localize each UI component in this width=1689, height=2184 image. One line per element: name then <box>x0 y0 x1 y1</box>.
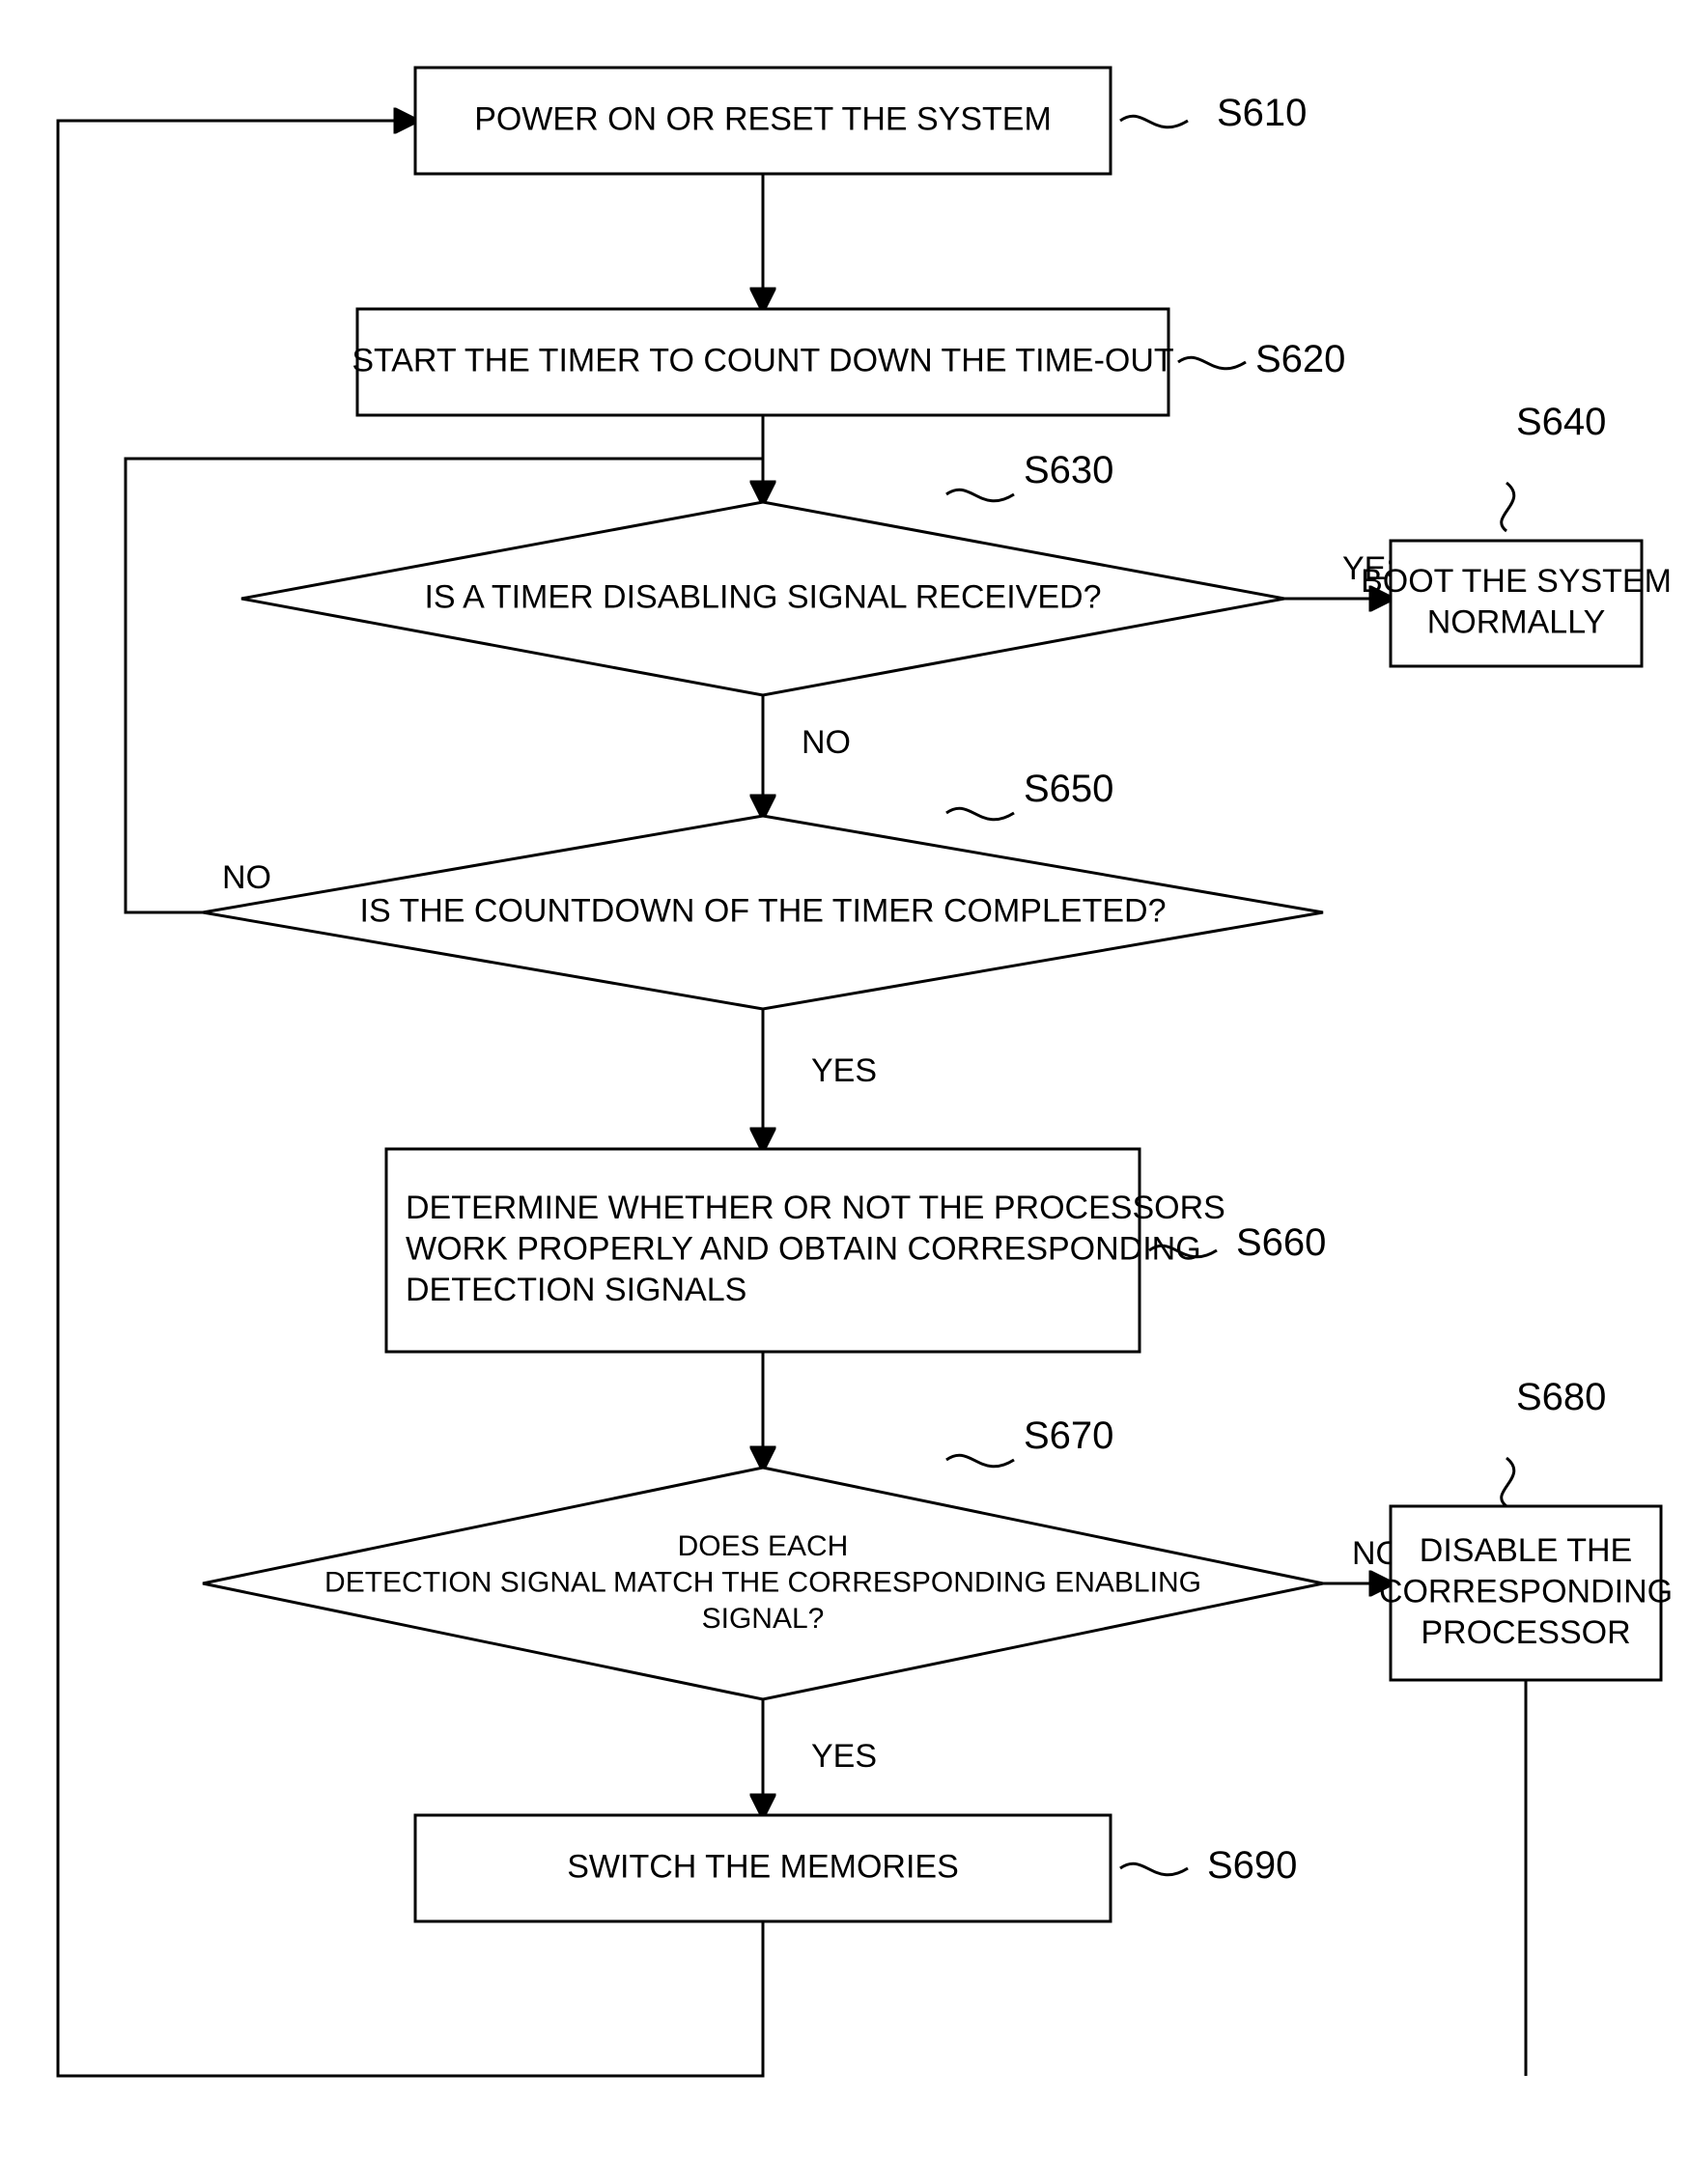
node-text: POWER ON OR RESET THE SYSTEM <box>474 100 1052 137</box>
node-text: DETERMINE WHETHER OR NOT THE PROCESSORS <box>406 1190 1225 1226</box>
node-text: NORMALLY <box>1427 604 1606 641</box>
label-connector <box>946 808 1014 820</box>
step-label: S660 <box>1236 1221 1326 1264</box>
step-label: S630 <box>1024 449 1113 491</box>
node-text: WORK PROPERLY AND OBTAIN CORRESPONDING <box>406 1230 1201 1267</box>
edge-label: YES <box>811 1738 877 1775</box>
label-connector <box>1178 357 1246 369</box>
label-connector <box>1120 1863 1188 1875</box>
edge-label: NO <box>222 859 271 896</box>
node-text: DETECTION SIGNAL MATCH THE CORRESPONDING… <box>324 1566 1201 1598</box>
label-connector <box>946 1455 1014 1467</box>
label-connector <box>946 490 1014 501</box>
node-text: SIGNAL? <box>702 1603 825 1635</box>
step-label: S650 <box>1024 768 1113 810</box>
node-text: START THE TIMER TO COUNT DOWN THE TIME-O… <box>352 342 1173 378</box>
node-text: DOES EACH <box>678 1530 849 1562</box>
step-label: S690 <box>1207 1844 1297 1887</box>
node-text: IS THE COUNTDOWN OF THE TIMER COMPLETED? <box>360 892 1167 929</box>
step-label: S670 <box>1024 1414 1113 1457</box>
step-label: S620 <box>1255 338 1345 380</box>
label-connector <box>1120 116 1188 127</box>
node-text: BOOT THE SYSTEM <box>1361 563 1672 600</box>
node-text: DISABLE THE <box>1420 1532 1632 1569</box>
step-label: S640 <box>1516 401 1606 443</box>
node-text: SWITCH THE MEMORIES <box>567 1848 959 1885</box>
node-text: IS A TIMER DISABLING SIGNAL RECEIVED? <box>424 578 1101 615</box>
flowchart-svg: YESNONOYESNOYESPOWER ON OR RESET THE SYS… <box>0 0 1689 2184</box>
node-text: CORRESPONDING <box>1379 1573 1673 1610</box>
edge-label: YES <box>811 1052 877 1089</box>
label-connector <box>1502 483 1514 531</box>
step-label: S610 <box>1217 92 1307 134</box>
node-text: PROCESSOR <box>1421 1614 1630 1651</box>
node-text: DETECTION SIGNALS <box>406 1272 746 1308</box>
label-connector <box>1502 1458 1514 1506</box>
step-label: S680 <box>1516 1376 1606 1418</box>
edge-label: NO <box>802 724 851 761</box>
